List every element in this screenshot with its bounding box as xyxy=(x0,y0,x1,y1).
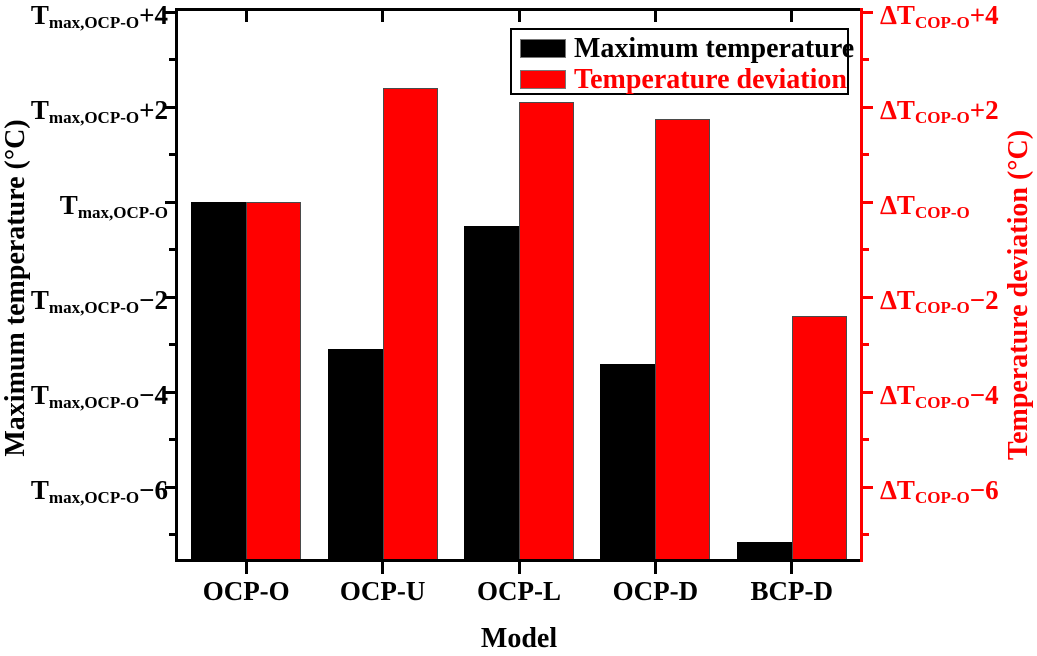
legend-label-temperature-deviation: Temperature deviation xyxy=(574,63,847,95)
left-major-tick xyxy=(165,295,175,299)
bar-maximum-temperature-BCP-D xyxy=(736,541,792,560)
bar-temperature-deviation-OCP-O xyxy=(246,202,302,560)
x-tick-label-OCP-U: OCP-U xyxy=(339,576,426,606)
x-top-tick-OCP-D xyxy=(653,11,657,22)
y-tick-label-right-3: ΔT COP-O −2 xyxy=(880,284,999,317)
left-minor-tick xyxy=(169,58,175,61)
y-tick-label-right-5: ΔT COP-O −6 xyxy=(880,474,999,507)
bottom-spine xyxy=(175,559,863,562)
left-major-tick xyxy=(165,10,175,14)
left-major-tick xyxy=(165,200,175,204)
x-bottom-tick-OCP-L xyxy=(517,562,521,574)
left-major-tick xyxy=(165,390,175,394)
x-tick-label-OCP-D: OCP-D xyxy=(612,576,699,606)
x-axis-title: Model xyxy=(480,623,558,654)
left-minor-tick xyxy=(169,153,175,156)
left-minor-tick xyxy=(169,438,175,441)
right-minor-tick xyxy=(863,343,869,346)
x-bottom-tick-OCP-U xyxy=(381,562,385,574)
left-minor-tick xyxy=(169,343,175,346)
x-top-tick-BCP-D xyxy=(790,11,794,22)
right-minor-tick xyxy=(863,153,869,156)
y-tick-label-right-4: ΔT COP-O −4 xyxy=(880,379,999,412)
bar-temperature-deviation-OCP-L xyxy=(519,102,574,560)
right-minor-tick xyxy=(863,248,869,251)
left-minor-tick xyxy=(169,248,175,251)
x-top-tick-OCP-L xyxy=(517,11,521,22)
right-major-tick xyxy=(863,390,873,394)
right-major-tick xyxy=(863,10,873,14)
right-minor-tick xyxy=(863,438,869,441)
right-major-tick xyxy=(863,200,873,204)
legend-label-max-temperature: Maximum temperature xyxy=(574,32,855,64)
bar-temperature-deviation-OCP-D xyxy=(655,118,711,560)
left-spine xyxy=(175,8,178,562)
x-top-tick-OCP-O xyxy=(244,11,248,22)
legend-item-temperature-deviation: Temperature deviation xyxy=(520,64,847,95)
x-tick-label-OCP-O: OCP-O xyxy=(202,576,290,606)
left-axis-title: Maximum temperature (°C) xyxy=(0,119,31,457)
bar-maximum-temperature-OCP-U xyxy=(327,349,383,560)
y-tick-label-right-0: ΔT COP-O +4 xyxy=(880,0,999,32)
bar-temperature-deviation-OCP-U xyxy=(382,88,438,560)
top-spine xyxy=(175,8,863,11)
x-tick-label-OCP-L: OCP-L xyxy=(477,576,561,606)
right-axis-title: Temperature deviation (°C) xyxy=(1003,129,1034,461)
left-major-tick xyxy=(165,105,175,109)
left-major-tick xyxy=(165,485,175,489)
x-bottom-tick-OCP-O xyxy=(244,562,248,574)
y-tick-label-right-2: ΔT COP-O xyxy=(880,189,970,222)
right-minor-tick xyxy=(863,58,869,61)
left-minor-tick xyxy=(169,533,175,536)
bar-maximum-temperature-OCP-L xyxy=(464,225,519,560)
right-major-tick xyxy=(863,105,873,109)
legend-swatch-black xyxy=(520,39,566,58)
x-bottom-tick-OCP-D xyxy=(653,562,657,574)
legend-item-max-temperature: Maximum temperature xyxy=(520,33,854,64)
bar-maximum-temperature-OCP-O xyxy=(191,202,247,560)
right-spine xyxy=(860,8,863,562)
right-major-tick xyxy=(863,485,873,489)
right-major-tick xyxy=(863,295,873,299)
bar-temperature-deviation-BCP-D xyxy=(791,316,847,560)
x-top-tick-OCP-U xyxy=(381,11,385,22)
x-tick-label-BCP-D: BCP-D xyxy=(750,576,834,606)
legend-box: Maximum temperature Temperature deviatio… xyxy=(510,28,854,95)
bar-maximum-temperature-OCP-D xyxy=(600,363,656,560)
y-tick-label-right-1: ΔT COP-O +2 xyxy=(880,94,999,127)
legend-swatch-red xyxy=(520,70,566,89)
right-minor-tick xyxy=(863,533,869,536)
x-bottom-tick-BCP-D xyxy=(790,562,794,574)
